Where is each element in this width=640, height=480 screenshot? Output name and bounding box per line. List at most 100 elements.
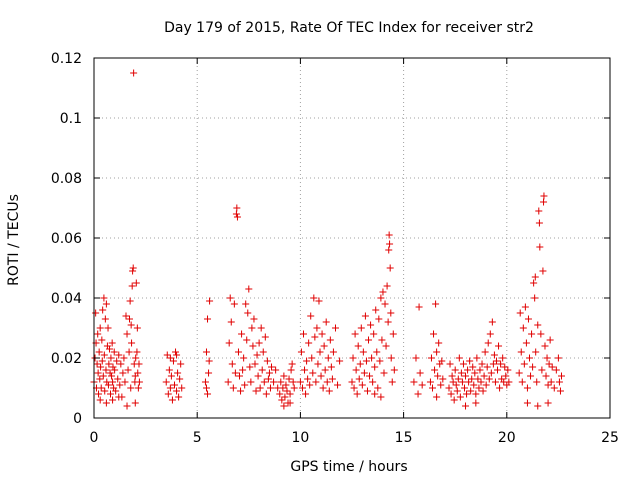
data-point [313, 324, 321, 332]
data-point [451, 366, 459, 374]
data-point [280, 372, 288, 380]
data-point [277, 378, 285, 386]
data-point [350, 384, 358, 392]
data-point [256, 384, 264, 392]
data-point [471, 369, 479, 377]
data-points [90, 69, 565, 410]
data-point [102, 366, 110, 374]
data-point [378, 336, 386, 344]
data-point [96, 375, 104, 383]
data-point [319, 384, 327, 392]
data-point [539, 267, 547, 275]
data-point [311, 333, 319, 341]
x-tick-label: 5 [193, 430, 202, 446]
data-point [178, 384, 186, 392]
data-point [286, 399, 294, 407]
data-point [482, 381, 490, 389]
data-point [318, 330, 326, 338]
data-point [363, 387, 371, 395]
data-point [376, 357, 384, 365]
data-point [312, 378, 320, 386]
data-point [464, 366, 472, 374]
y-tick-label: 0.02 [51, 351, 82, 367]
data-point [371, 390, 379, 398]
data-point [286, 390, 294, 398]
data-point [370, 330, 378, 338]
data-point [415, 303, 423, 311]
grid-lines [94, 58, 610, 418]
data-point [541, 342, 549, 350]
data-point [162, 378, 170, 386]
data-point [173, 351, 181, 359]
data-point [450, 396, 458, 404]
data-point [98, 336, 106, 344]
data-point [229, 384, 237, 392]
data-point [259, 348, 267, 356]
data-point [449, 378, 457, 386]
data-point [114, 375, 122, 383]
data-point [459, 360, 467, 368]
data-point [104, 324, 112, 332]
data-point [542, 372, 550, 380]
data-point [515, 369, 523, 377]
data-point [531, 294, 539, 302]
data-point [379, 288, 387, 296]
data-point [501, 363, 509, 371]
data-point [305, 339, 313, 347]
data-point [262, 390, 270, 398]
data-point [555, 378, 563, 386]
data-point [412, 354, 420, 362]
data-point [264, 375, 272, 383]
x-axis-title: GPS time / hours [290, 459, 407, 475]
data-point [454, 375, 462, 383]
data-point [523, 399, 531, 407]
data-point [166, 384, 174, 392]
data-point [462, 402, 470, 410]
data-point [504, 366, 512, 374]
data-point [410, 378, 418, 386]
data-point [469, 363, 477, 371]
data-point [533, 378, 541, 386]
data-point [491, 378, 499, 386]
data-point [240, 354, 248, 362]
data-point [381, 300, 389, 308]
data-point [432, 300, 440, 308]
data-point [331, 324, 339, 332]
data-point [368, 354, 376, 362]
data-point [328, 375, 336, 383]
data-point [109, 396, 117, 404]
data-point [268, 363, 276, 371]
data-point [353, 390, 361, 398]
data-point [168, 396, 176, 404]
data-point [205, 357, 213, 365]
data-point [361, 312, 369, 320]
data-point [123, 402, 131, 410]
data-point [517, 348, 525, 356]
data-point [111, 366, 119, 374]
data-point [255, 339, 263, 347]
y-tick-label: 0.08 [51, 171, 82, 187]
data-point [537, 330, 545, 338]
data-point [467, 387, 475, 395]
data-point [242, 300, 250, 308]
data-point [101, 387, 109, 395]
data-point [115, 393, 123, 401]
data-point [237, 387, 245, 395]
data-point [266, 384, 274, 392]
x-tick-label: 25 [601, 430, 619, 446]
data-point [357, 324, 365, 332]
data-point [261, 333, 269, 341]
data-point [458, 378, 466, 386]
data-point [132, 354, 140, 362]
data-point [105, 360, 113, 368]
data-point [301, 366, 309, 374]
data-point [324, 354, 332, 362]
data-point [321, 366, 329, 374]
x-tick-labels: 0 5 10 15 20 25 [90, 430, 619, 446]
data-point [96, 396, 104, 404]
data-point [544, 399, 552, 407]
data-point [520, 360, 528, 368]
data-point [384, 318, 392, 326]
data-point [134, 369, 142, 377]
data-point [224, 378, 232, 386]
